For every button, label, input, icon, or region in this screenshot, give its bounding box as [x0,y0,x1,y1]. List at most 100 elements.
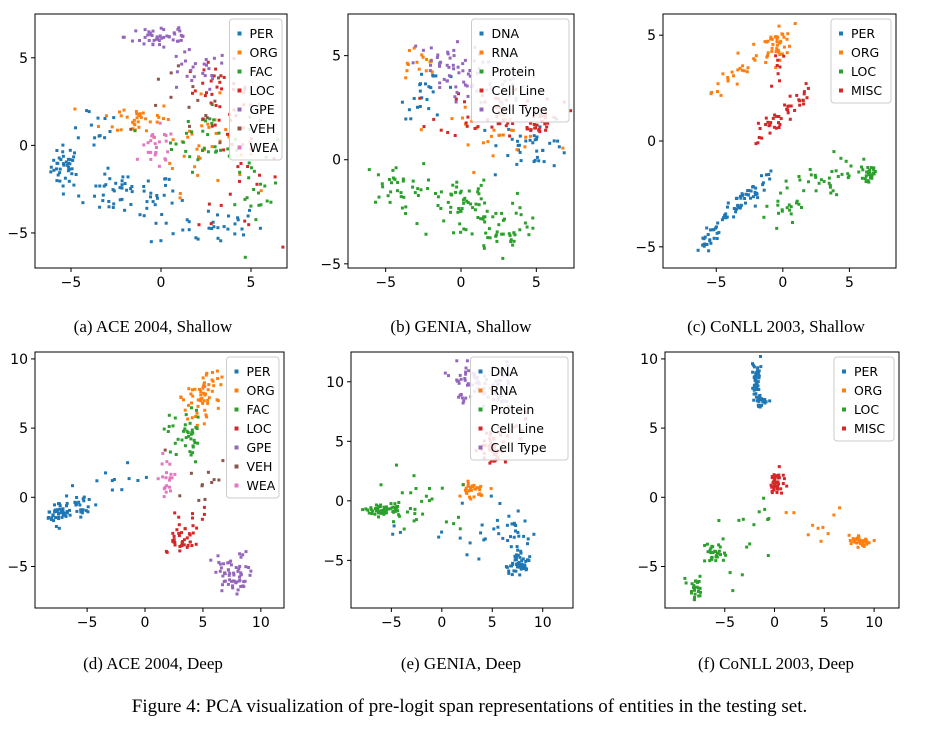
data-point [207,383,211,387]
data-point [232,579,236,583]
data-point [281,245,285,249]
data-point [112,202,116,206]
data-point [236,569,240,573]
data-point [482,178,486,182]
legend-marker [842,426,846,431]
data-point [439,190,443,194]
data-point [389,502,393,506]
data-point [207,202,211,206]
legend-marker [234,483,239,488]
data-point [243,219,247,223]
data-point [94,503,98,507]
data-point [130,190,134,194]
data-point [215,398,219,402]
data-point [456,65,460,69]
data-point [479,531,483,535]
data-point [490,125,494,129]
data-point [183,408,187,412]
data-point [542,160,546,164]
data-point [785,107,789,111]
data-point [466,479,470,483]
data-point [190,79,194,82]
data-point [404,117,408,121]
data-point [161,475,165,479]
data-point [835,193,839,197]
data-point [190,428,194,432]
data-point [697,580,701,583]
data-point [778,58,782,62]
data-point [769,37,773,41]
data-point [236,218,240,222]
data-point [714,555,718,559]
data-point [165,484,169,488]
data-point [782,45,786,49]
data-point [219,239,223,243]
data-point [249,569,253,573]
data-point [721,558,725,562]
data-point [872,539,876,542]
data-point [857,540,861,544]
data-point [242,585,246,588]
data-point [512,569,516,573]
series-loc [683,496,771,602]
data-point [479,197,483,201]
data-point [164,490,168,494]
data-point [473,208,477,212]
data-point [827,181,831,185]
data-point [523,221,527,225]
data-point [479,217,483,221]
data-point [455,90,459,94]
data-point [535,149,539,153]
data-point [495,239,499,243]
data-point [786,32,790,36]
data-point [752,57,756,61]
data-point [826,532,830,536]
data-point [162,117,165,121]
data-point [535,155,539,159]
data-point [518,555,522,559]
data-point [110,488,114,492]
legend-box [229,18,283,161]
data-point [55,510,59,513]
data-point [511,128,515,132]
data-point [226,582,230,586]
data-point [70,167,74,171]
data-point [160,36,164,40]
data-point [86,505,90,509]
data-point [552,139,556,143]
data-point [160,462,164,466]
y-tick-label: 0 [335,494,344,510]
data-point [205,371,209,375]
data-point [436,204,440,207]
data-point [516,531,520,534]
data-point [206,60,210,64]
data-point [459,189,463,193]
data-point [778,53,782,56]
data-point [226,561,230,565]
data-point [464,366,468,370]
data-point [430,497,434,501]
data-point [187,403,190,407]
data-point [396,181,400,184]
data-point [218,105,222,109]
data-point [777,465,781,469]
data-point [164,476,168,480]
data-point [250,166,253,170]
series-gpe [209,550,253,596]
data-point [751,363,755,367]
data-point [738,66,742,70]
data-point [210,145,214,149]
data-point [402,527,406,531]
legend-marker [237,126,242,131]
series-per [46,461,148,530]
data-point [129,187,133,191]
data-point [769,121,773,125]
data-point [867,173,871,177]
data-point [773,477,777,481]
data-point [514,529,517,533]
data-point [703,559,707,563]
data-point [222,225,226,229]
data-point [180,531,183,535]
data-point [212,118,216,122]
data-point [461,198,465,202]
